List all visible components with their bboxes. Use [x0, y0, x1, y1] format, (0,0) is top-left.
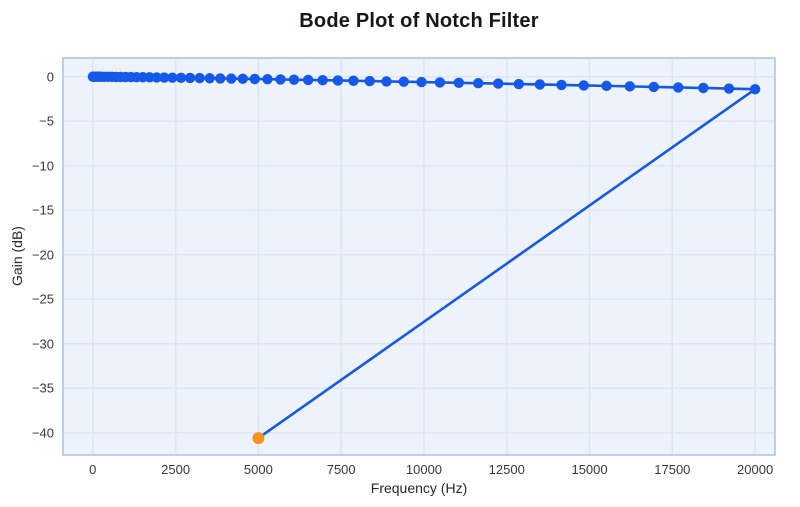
- y-tick-label: −15: [31, 202, 54, 218]
- data-point-marker: [262, 74, 273, 85]
- data-point-marker: [416, 76, 427, 88]
- data-point-marker: [723, 83, 735, 94]
- x-tick-label: 15000: [571, 462, 608, 477]
- plot-area-background: [63, 58, 775, 455]
- y-tick-label: −20: [31, 247, 54, 263]
- data-point-marker: [249, 73, 260, 85]
- data-point-marker: [204, 73, 215, 84]
- data-point-marker: [578, 80, 589, 91]
- data-point-marker: [381, 76, 392, 87]
- x-tick-label: 10000: [405, 462, 443, 477]
- data-point-marker: [453, 77, 465, 89]
- data-point-marker: [348, 75, 359, 86]
- data-point-marker: [159, 72, 170, 83]
- x-tick-label: 7500: [326, 462, 356, 477]
- x-tick-label: 17500: [654, 462, 691, 477]
- x-tick-label: 12500: [488, 462, 525, 477]
- x-tick-label: 5000: [243, 462, 273, 477]
- data-point-marker: [332, 75, 344, 86]
- y-tick-label: −35: [31, 380, 54, 396]
- data-point-marker: [317, 74, 328, 86]
- data-point-marker: [601, 80, 612, 92]
- y-tick-label: −25: [31, 291, 54, 307]
- data-point-marker: [648, 81, 659, 93]
- data-point-marker: [194, 72, 205, 84]
- y-tick-label: −10: [31, 158, 54, 174]
- data-point-marker: [513, 78, 525, 90]
- data-point-marker: [302, 74, 314, 86]
- data-point-marker: [364, 75, 375, 87]
- data-point-marker: [275, 74, 286, 85]
- y-tick-label: −40: [31, 425, 54, 441]
- data-point-marker: [749, 83, 761, 95]
- data-point-marker: [624, 81, 636, 92]
- data-point-marker: [184, 72, 196, 84]
- y-tick-label: −5: [39, 113, 54, 129]
- y-axis-title: Gain (dB): [9, 226, 25, 286]
- x-tick-label: 20000: [737, 462, 774, 477]
- data-point-marker: [473, 77, 484, 89]
- data-point-marker: [493, 78, 504, 89]
- data-point-marker: [151, 72, 162, 83]
- chart-title: Bode Plot of Notch Filter: [299, 10, 539, 32]
- x-axis-title: Frequency (Hz): [370, 480, 468, 496]
- data-point-marker: [167, 72, 178, 83]
- data-point-marker: [698, 82, 709, 94]
- data-point-marker: [288, 74, 300, 85]
- data-point-marker: [237, 73, 248, 84]
- data-point-marker: [398, 76, 409, 87]
- data-point-marker: [226, 73, 237, 84]
- x-tick-label: 2500: [161, 462, 191, 477]
- data-point-marker: [175, 72, 187, 84]
- y-tick-label: −30: [31, 336, 54, 352]
- y-tick-label: 0: [46, 69, 54, 85]
- notch-point-marker: [252, 432, 265, 445]
- data-point-marker: [556, 79, 567, 91]
- data-point-marker: [534, 79, 546, 90]
- data-point-marker: [434, 77, 446, 88]
- data-point-marker: [673, 82, 684, 93]
- x-tick-label: 0: [89, 462, 97, 477]
- plot-area-border: [62, 57, 776, 456]
- data-point-marker: [215, 73, 226, 84]
